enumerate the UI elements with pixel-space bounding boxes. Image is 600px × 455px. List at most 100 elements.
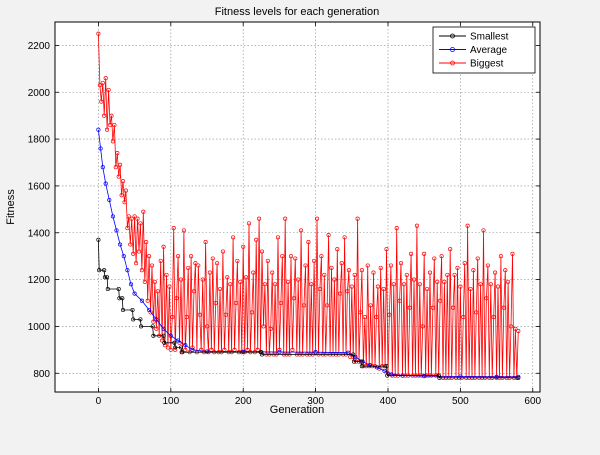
data-point-biggest	[303, 263, 308, 268]
data-point-biggest	[309, 282, 314, 287]
series-average	[96, 127, 521, 379]
grid	[55, 22, 540, 392]
data-point-biggest	[190, 345, 195, 350]
data-point-biggest	[448, 247, 453, 252]
data-point-biggest	[139, 268, 144, 273]
data-point-biggest	[191, 289, 197, 294]
data-point-biggest	[401, 282, 406, 287]
data-point-average	[98, 146, 103, 151]
x-axis-label: Generation	[270, 404, 324, 416]
data-point-biggest	[125, 226, 130, 231]
data-point-average	[375, 365, 380, 370]
data-point-biggest	[394, 226, 399, 231]
data-point-average	[96, 127, 101, 132]
data-point-biggest	[378, 265, 383, 270]
data-point-smallest	[359, 359, 364, 364]
data-point-smallest	[161, 333, 166, 338]
data-point-biggest	[475, 256, 480, 261]
x-tick-label: 300	[307, 396, 324, 407]
data-point-biggest	[516, 329, 521, 334]
data-point-biggest	[244, 275, 249, 280]
data-point-average	[382, 368, 387, 373]
data-point-average	[277, 349, 282, 355]
data-point-biggest	[193, 261, 198, 266]
y-tick-label: 800	[33, 369, 50, 380]
data-point-biggest	[391, 282, 396, 287]
data-point-average	[154, 317, 159, 322]
data-point-biggest	[493, 270, 498, 275]
data-point-biggest	[508, 324, 514, 329]
data-point-biggest	[168, 347, 173, 352]
data-point-biggest	[170, 315, 175, 320]
data-point-smallest	[516, 375, 521, 380]
data-point-biggest	[103, 76, 108, 81]
data-point-biggest	[102, 113, 107, 118]
data-point-biggest	[471, 268, 476, 273]
data-point-smallest	[259, 350, 264, 355]
data-point-biggest	[438, 298, 443, 303]
data-point-biggest	[134, 261, 139, 266]
data-point-biggest	[358, 310, 363, 315]
data-point-biggest	[301, 303, 307, 308]
data-point-biggest	[173, 347, 178, 352]
y-tick-label: 1000	[28, 322, 51, 333]
data-point-biggest	[371, 270, 376, 275]
data-point-biggest	[223, 312, 228, 317]
data-point-smallest	[173, 345, 178, 350]
data-point-smallest	[351, 352, 356, 357]
data-point-smallest	[351, 359, 357, 364]
data-point-biggest	[445, 272, 450, 277]
data-point-biggest	[397, 298, 402, 303]
data-point-biggest	[375, 284, 380, 289]
data-point-smallest	[436, 373, 441, 378]
data-point-biggest	[362, 315, 367, 320]
data-point-biggest	[484, 296, 489, 301]
data-point-biggest	[106, 87, 111, 92]
data-point-biggest	[277, 347, 282, 352]
series-line-biggest	[98, 33, 519, 378]
data-point-biggest	[171, 226, 176, 231]
data-point-biggest	[346, 268, 351, 273]
data-point-biggest	[387, 312, 392, 317]
data-point-biggest	[217, 286, 223, 292]
data-point-biggest	[420, 324, 425, 329]
data-point-biggest	[435, 279, 440, 284]
data-point-biggest	[503, 268, 508, 273]
data-point-biggest	[231, 235, 236, 240]
data-point-biggest	[270, 270, 275, 275]
data-point-average	[103, 181, 108, 186]
data-point-biggest	[181, 228, 186, 233]
data-point-biggest	[145, 298, 150, 303]
data-point-biggest	[425, 286, 430, 292]
data-point-biggest	[200, 277, 205, 282]
data-point-biggest	[299, 228, 304, 233]
data-point-biggest	[374, 315, 379, 320]
data-point-biggest	[149, 263, 155, 268]
data-point-biggest	[131, 251, 136, 256]
data-point-biggest	[465, 223, 470, 228]
data-point-biggest	[506, 279, 511, 284]
data-point-average	[176, 338, 181, 343]
data-point-biggest	[199, 347, 204, 352]
data-point-biggest	[129, 216, 134, 221]
data-point-biggest	[462, 261, 467, 266]
data-point-biggest	[455, 265, 460, 270]
data-point-biggest	[119, 193, 124, 198]
data-point-smallest	[150, 324, 155, 329]
data-point-biggest	[495, 284, 501, 289]
data-point-smallest	[120, 296, 125, 301]
y-tick-label: 2200	[28, 41, 51, 52]
data-point-average	[389, 372, 394, 377]
legend-entry-biggest: Biggest	[439, 59, 504, 70]
legend-marker-biggest	[450, 60, 455, 66]
data-point-biggest	[142, 279, 147, 284]
x-tick-label: 100	[162, 396, 179, 407]
data-point-biggest	[513, 326, 518, 331]
ticks: 0 100 200 300 400 500 600 800 1000 1200 1400 1600 18…	[28, 22, 542, 407]
y-axis-label: Fitness	[5, 189, 17, 225]
data-point-biggest	[158, 258, 163, 263]
x-tick-label: 500	[452, 396, 469, 407]
data-point-biggest	[368, 303, 373, 308]
data-point-biggest	[283, 216, 288, 221]
data-point-biggest	[275, 235, 281, 240]
